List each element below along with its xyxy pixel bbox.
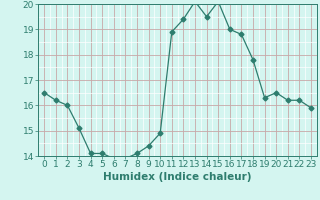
X-axis label: Humidex (Indice chaleur): Humidex (Indice chaleur) xyxy=(103,172,252,182)
